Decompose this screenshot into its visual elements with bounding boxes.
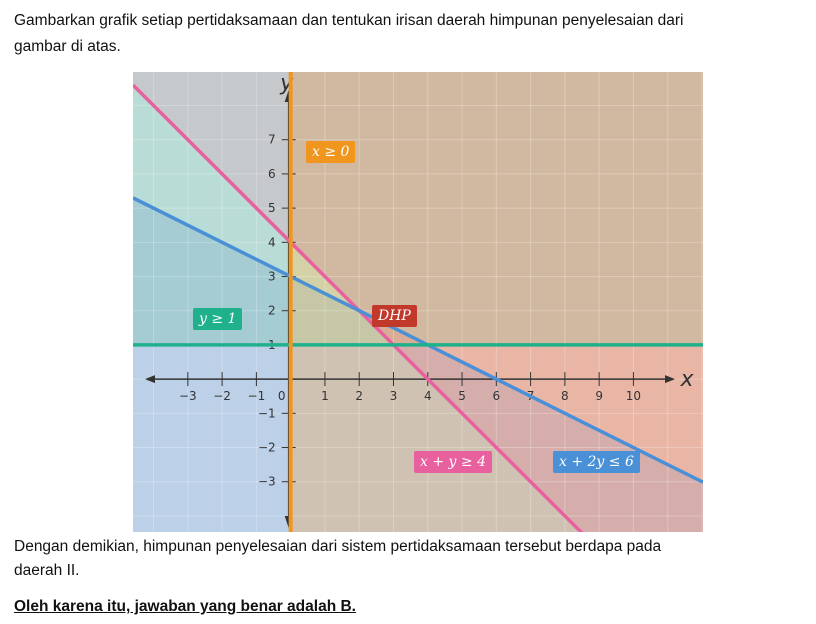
question-line-1: Gambarkan grafik setiap pertidaksamaan d… bbox=[14, 12, 684, 29]
x-tick-label: −3 bbox=[179, 389, 197, 403]
y-tick-label: −2 bbox=[258, 441, 276, 455]
y-tick-label: 5 bbox=[268, 201, 276, 215]
y-tick-label: 3 bbox=[268, 270, 276, 284]
region-left-blue bbox=[133, 344, 291, 532]
x-tick-label: 8 bbox=[561, 389, 569, 403]
x-axis-label: x bbox=[679, 367, 694, 392]
y-tick-label: 4 bbox=[268, 235, 276, 249]
y-tick-label: 2 bbox=[268, 304, 276, 318]
x-tick-label: −2 bbox=[213, 389, 231, 403]
region-green bbox=[290, 276, 394, 345]
y-tick-label: −1 bbox=[258, 406, 276, 420]
x-axis-arrow-left bbox=[145, 375, 155, 384]
region-teal bbox=[133, 197, 291, 345]
conclusion-line-1: Dengan demikian, himpunan penyelesaian d… bbox=[14, 538, 662, 555]
answer-text: Oleh karena itu, jawaban yang benar adal… bbox=[14, 598, 356, 615]
label-y-ge-1: y ≥ 1 bbox=[193, 308, 243, 330]
label-dhp: DHP bbox=[372, 305, 417, 327]
y-tick-label: 6 bbox=[268, 167, 276, 181]
x-tick-label: 0 bbox=[278, 389, 286, 403]
boundary-line-1 bbox=[132, 196, 704, 484]
x-tick-label: 9 bbox=[595, 389, 603, 403]
x-tick-label: 2 bbox=[355, 389, 363, 403]
x-tick-label: 5 bbox=[458, 389, 466, 403]
x-tick-label: −1 bbox=[248, 389, 266, 403]
x-tick-label: 10 bbox=[626, 389, 641, 403]
x-tick-label: 3 bbox=[390, 389, 398, 403]
x-tick-label: 6 bbox=[492, 389, 500, 403]
region-mauve bbox=[393, 344, 703, 532]
x-tick-label: 1 bbox=[321, 389, 329, 403]
inequality-graph: −3−2−1012345678910−3−2−11234567xy x ≥ 0 … bbox=[131, 71, 704, 624]
label-x-plus-2y-le-6: x + 2y ≤ 6 bbox=[553, 451, 640, 473]
x-tick-label: 4 bbox=[424, 389, 432, 403]
x-axis-arrow-right bbox=[665, 375, 675, 384]
question-line-2: gambar di atas. bbox=[14, 38, 121, 55]
y-tick-label: −3 bbox=[258, 475, 276, 489]
y-tick-label: 7 bbox=[268, 133, 276, 147]
conclusion-line-2: daerah II. bbox=[14, 562, 80, 579]
label-x-ge-0: x ≥ 0 bbox=[306, 141, 356, 163]
label-x-plus-y-ge-4: x + y ≥ 4 bbox=[414, 451, 492, 473]
